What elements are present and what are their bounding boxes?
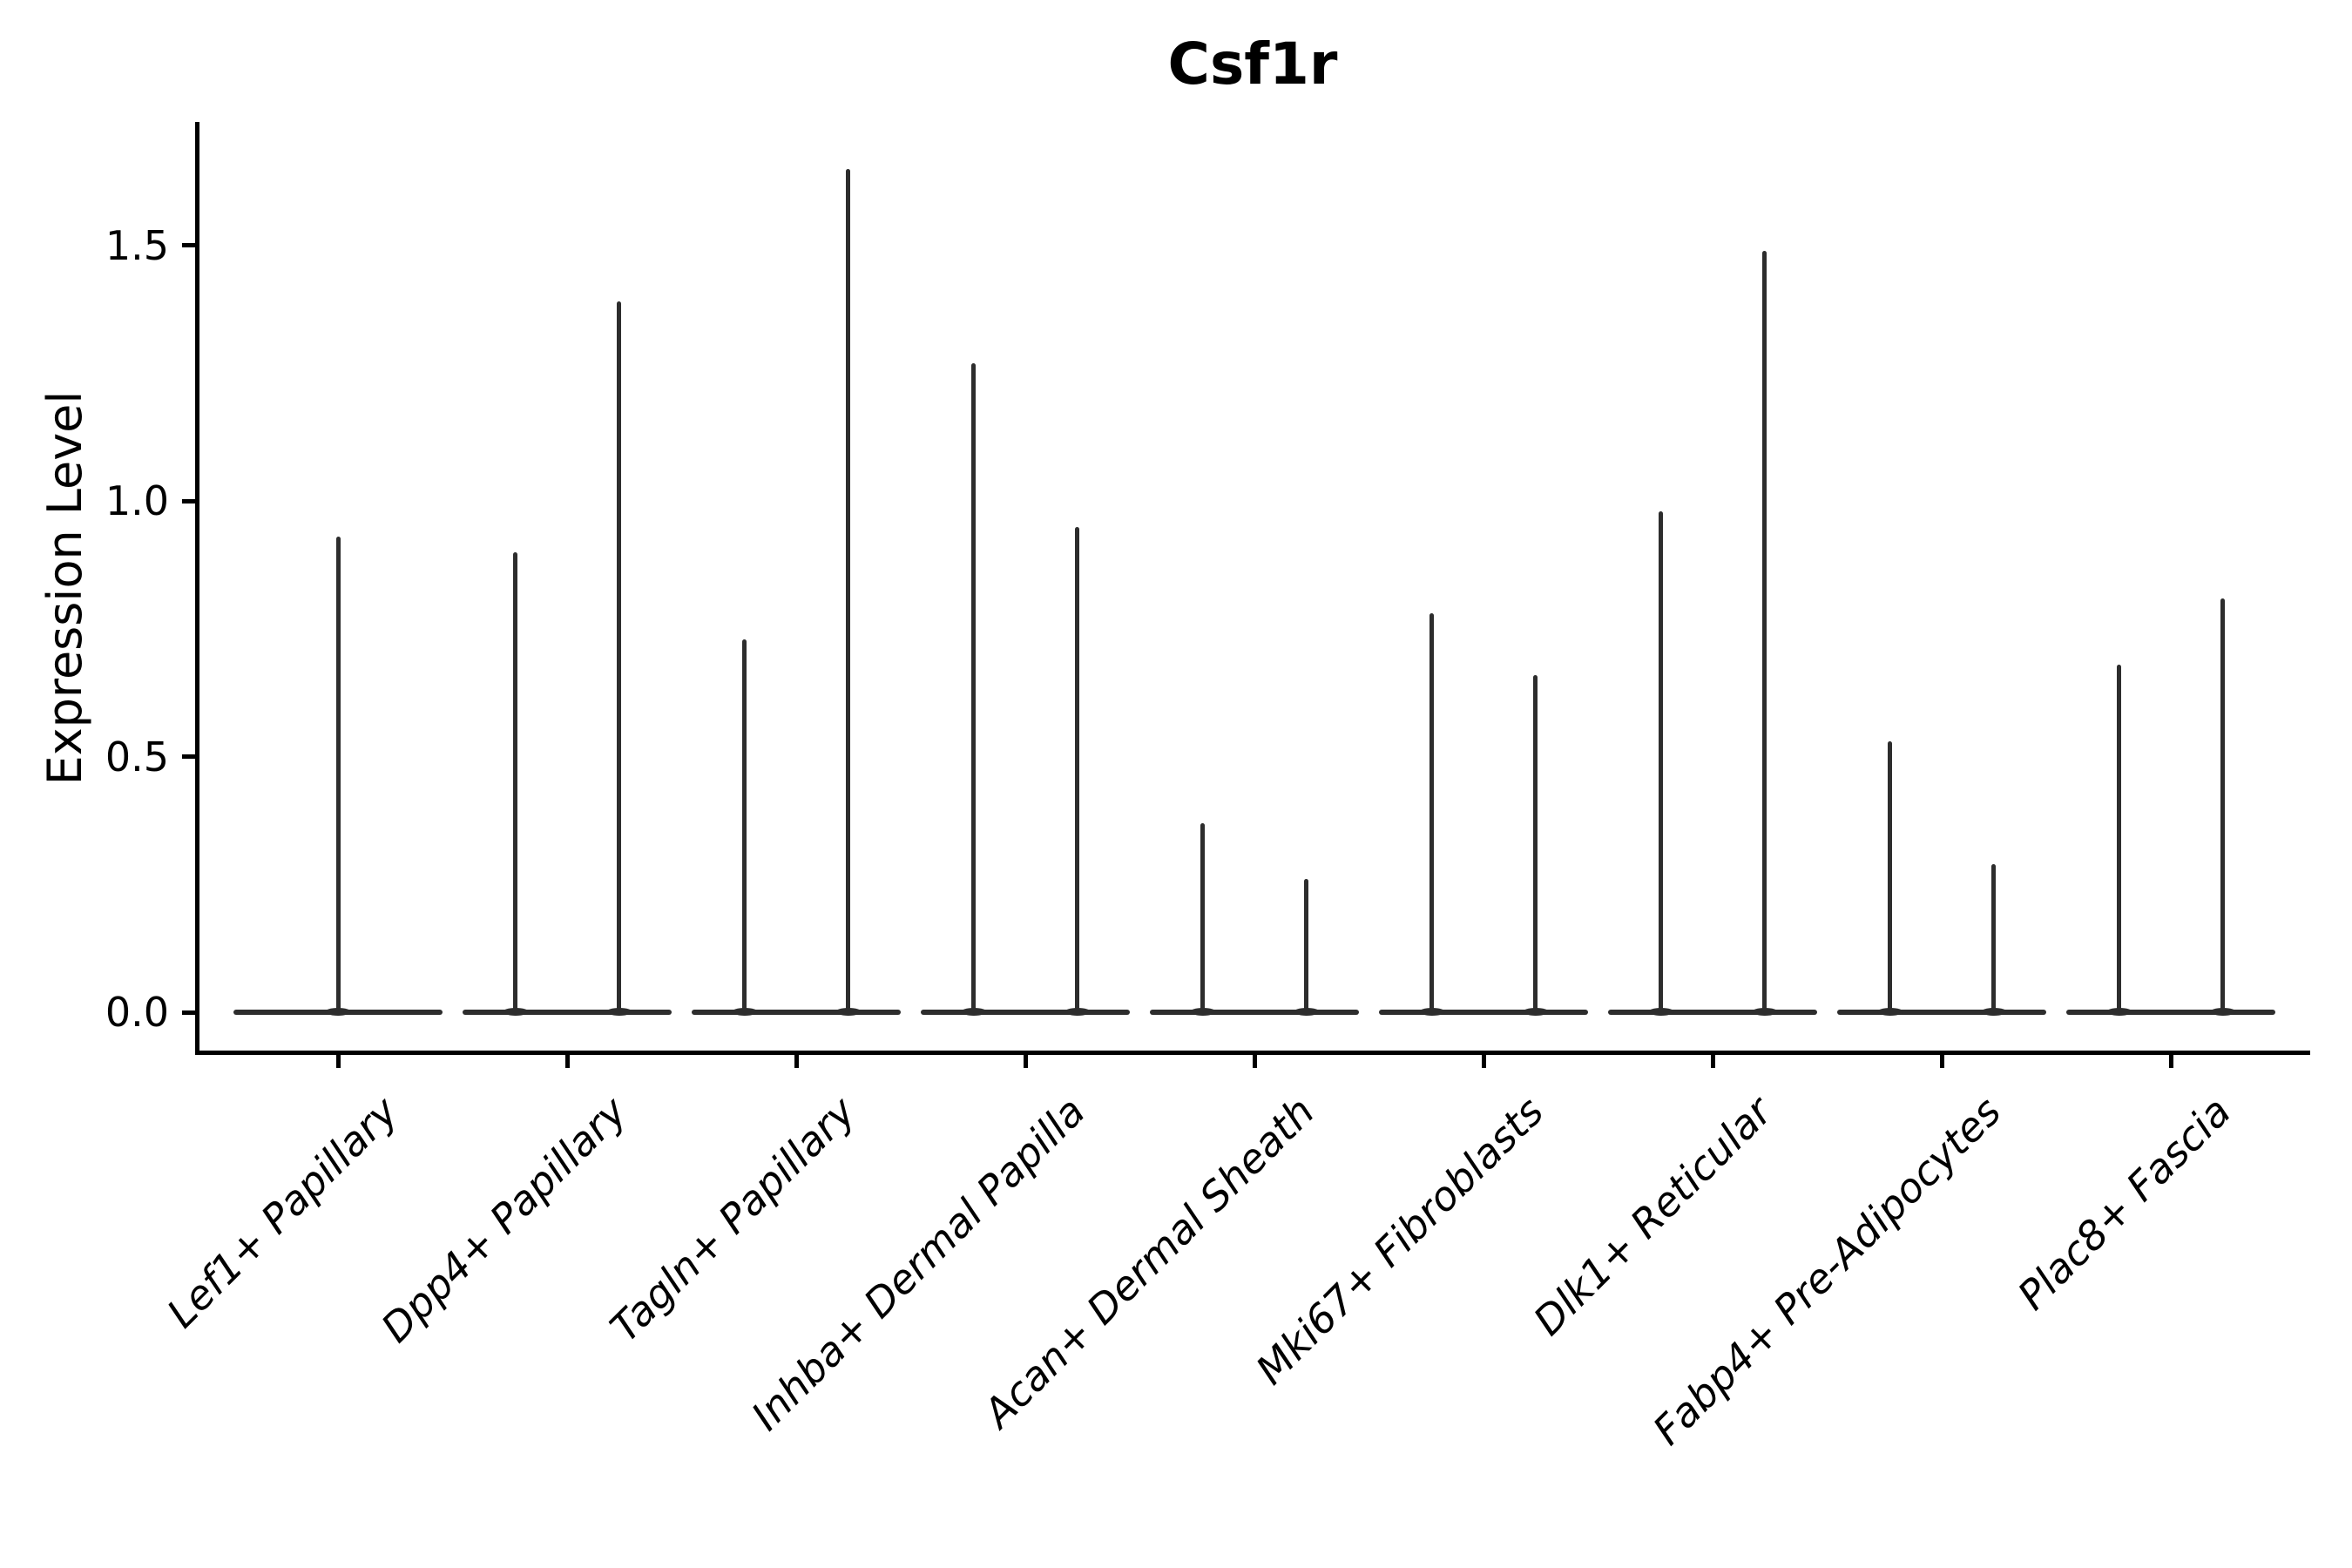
violin-spike (1991, 864, 1996, 1016)
violin-spike (1762, 251, 1767, 1016)
y-tick-mark (182, 243, 195, 247)
x-tick-mark (565, 1055, 570, 1068)
x-tick-label: Plac8+ Fascia (2008, 1087, 2240, 1319)
y-tick-mark (182, 754, 195, 759)
x-tick-mark (2169, 1055, 2173, 1068)
violin-spike (971, 363, 976, 1016)
violin-base (2066, 1010, 2275, 1015)
y-tick-label: 0.0 (105, 989, 169, 1036)
violin-base (1837, 1010, 2046, 1015)
violin-base (1608, 1010, 1817, 1015)
violin-spike (2117, 665, 2121, 1016)
y-tick-mark (182, 1010, 195, 1015)
x-tick-mark (1711, 1055, 1715, 1068)
violin-spike (1200, 823, 1205, 1016)
x-tick-mark (336, 1055, 341, 1068)
plot-title: Csf1r (1167, 30, 1338, 98)
x-tick-label: Dpp4+ Papillary (372, 1087, 636, 1352)
x-tick-mark (1253, 1055, 1257, 1068)
x-tick-label: Tagln+ Papillary (601, 1087, 865, 1351)
x-tick-mark (1482, 1055, 1486, 1068)
violin-spike (336, 537, 341, 1016)
y-tick-label: 1.5 (105, 222, 169, 269)
x-tick-label: Lef1+ Papillary (157, 1087, 407, 1337)
y-tick-mark (182, 499, 195, 504)
violin-spike (846, 169, 850, 1016)
x-tick-mark (1940, 1055, 1944, 1068)
violin-spike (1075, 527, 1079, 1016)
y-tick-label: 0.5 (105, 733, 169, 781)
x-tick-mark (1024, 1055, 1028, 1068)
violin-base (463, 1010, 672, 1015)
y-axis-line (195, 122, 199, 1055)
x-tick-mark (794, 1055, 799, 1068)
violin-spike (1659, 511, 1663, 1016)
violin-spike (2220, 598, 2225, 1016)
violin-base (1150, 1010, 1359, 1015)
violin-spike (513, 552, 517, 1016)
violin-spike (1888, 741, 1892, 1016)
violin-spike (617, 301, 621, 1016)
violin-base (1379, 1010, 1588, 1015)
violin-base (921, 1010, 1130, 1015)
x-axis-line (195, 1051, 2310, 1055)
x-tick-label: Dlk1+ Reticular (1524, 1087, 1781, 1345)
violin-base (692, 1010, 901, 1015)
violin-spike (1429, 613, 1434, 1016)
violin-spike (742, 639, 747, 1016)
violin-spike (1304, 879, 1308, 1016)
y-tick-label: 1.0 (105, 477, 169, 524)
violin-spike (1533, 675, 1538, 1016)
